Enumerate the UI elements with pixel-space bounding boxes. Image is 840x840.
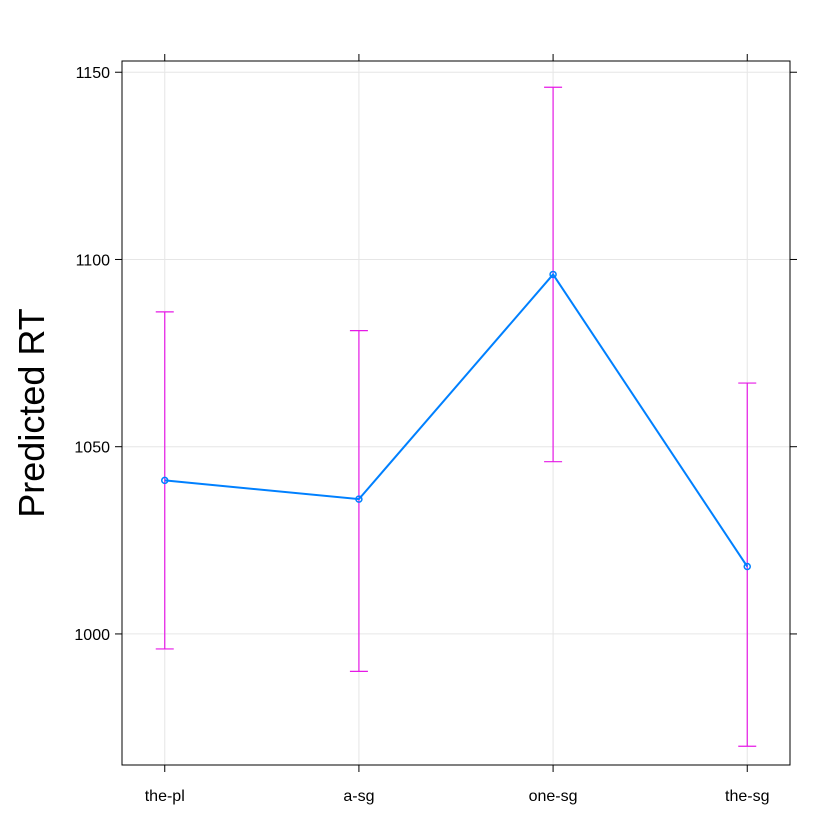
data-point <box>549 270 557 279</box>
axis-ticks <box>115 54 797 772</box>
y-tick-label: 1150 <box>76 65 111 82</box>
grid-lines <box>122 61 790 765</box>
y-tick-label: 1100 <box>76 252 111 269</box>
series-line <box>164 272 749 568</box>
x-tick-label: a-sg <box>343 788 374 805</box>
y-axis-title: Predicted RT <box>11 308 52 517</box>
data-point <box>743 562 751 571</box>
x-tick-label: the-sg <box>725 788 769 805</box>
x-tick-label: the-pl <box>145 788 185 805</box>
data-point <box>161 476 169 485</box>
x-tick-label: one-sg <box>529 788 578 805</box>
tick-labels: the-pl a-sg one-sg the-sg 1000 1050 1100 1150 <box>74 65 769 805</box>
plot-series <box>155 86 757 747</box>
data-point <box>355 495 363 503</box>
plot-frame <box>121 60 791 766</box>
y-tick-label: 1000 <box>74 627 110 644</box>
y-tick-label: 1050 <box>74 440 110 457</box>
